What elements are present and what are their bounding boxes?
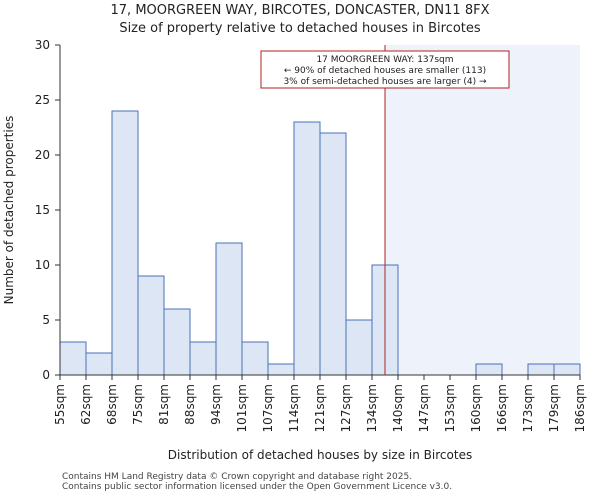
footer-attribution: Contains HM Land Registry data © Crown c… [62,472,452,492]
x-tick-label-127sqm: 127sqm [339,384,353,432]
y-tick-label-30: 30 [35,38,50,52]
x-tick-label-107sqm: 107sqm [261,384,275,432]
x-tick-label-147sqm: 147sqm [417,384,431,432]
annotation-border [260,50,510,89]
bar-101sqm [241,341,269,376]
bars-group [59,110,581,376]
annotation-line-1: 17 MOORGREEN WAY: 137sqm [316,55,453,65]
y-tick-label-10: 10 [35,258,50,272]
chart-subtitle: Size of property relative to detached ho… [119,21,481,36]
bar-107sqm [267,363,295,376]
bar-173sqm [527,363,555,376]
y-axis-label: Number of detached properties [2,116,16,305]
bar-75sqm [137,275,165,376]
bar-62sqm [85,352,113,376]
x-tick-label-55sqm: 55sqm [53,384,67,425]
x-tick-label-173sqm: 173sqm [521,384,535,432]
x-tick-label-62sqm: 62sqm [79,384,93,425]
x-tick-label-121sqm: 121sqm [313,384,327,432]
annotation-line-3: 3% of semi-detached houses are larger (4… [283,77,487,87]
bar-81sqm [163,308,191,376]
x-tick-label-68sqm: 68sqm [105,384,119,425]
footer-line-2: Contains public sector information licen… [62,482,453,492]
x-tick-label-88sqm: 88sqm [183,384,197,425]
highlight-region [385,45,580,375]
x-tick-label-166sqm: 166sqm [495,384,509,432]
x-tick-label-114sqm: 114sqm [287,384,301,432]
x-tick-label-160sqm: 160sqm [469,384,483,432]
y-tick-label-5: 5 [42,313,50,327]
x-tick-label-140sqm: 140sqm [391,384,405,432]
x-tick-label-101sqm: 101sqm [235,384,249,432]
bar-88sqm [189,341,217,376]
chart-title: 17, MOORGREEN WAY, BIRCOTES, DONCASTER, … [110,3,490,18]
x-tick-label-153sqm: 153sqm [443,384,457,432]
y-tick-label-25: 25 [35,93,50,107]
x-axis-label: Distribution of detached houses by size … [168,448,472,462]
footer-line-1: Contains HM Land Registry data © Crown c… [62,472,413,482]
bar-179sqm [553,363,581,376]
annotation-box: 17 MOORGREEN WAY: 137sqm ← 90% of detach… [260,50,510,89]
y-tick-label-20: 20 [35,148,50,162]
x-tick-label-75sqm: 75sqm [131,384,145,425]
bar-68sqm [111,110,139,376]
x-tick-label-134sqm: 134sqm [365,384,379,432]
x-axis: 55sqm 62sqm 68sqm 75sqm 81sqm 88sqm 94sqm 101sq… [53,374,587,432]
x-tick-label-81sqm: 81sqm [157,384,171,425]
y-tick-label-0: 0 [42,368,50,382]
bar-94sqm [215,242,243,376]
bar-55sqm [59,341,87,376]
bar-127sqm [345,319,373,376]
bar-160sqm [475,363,503,376]
x-tick-label-179sqm: 179sqm [547,384,561,432]
x-tick-label-94sqm: 94sqm [209,384,223,425]
bar-114sqm [293,121,321,376]
x-tick-label-186sqm: 186sqm [573,384,587,432]
chart-title-block: 17, MOORGREEN WAY, BIRCOTES, DONCASTER, … [0,0,600,38]
bar-121sqm [319,132,347,376]
y-axis: 0 5 10 15 20 25 30 [35,38,61,382]
annotation-line-2: ← 90% of detached houses are smaller (11… [284,66,486,76]
y-tick-label-15: 15 [35,203,50,217]
